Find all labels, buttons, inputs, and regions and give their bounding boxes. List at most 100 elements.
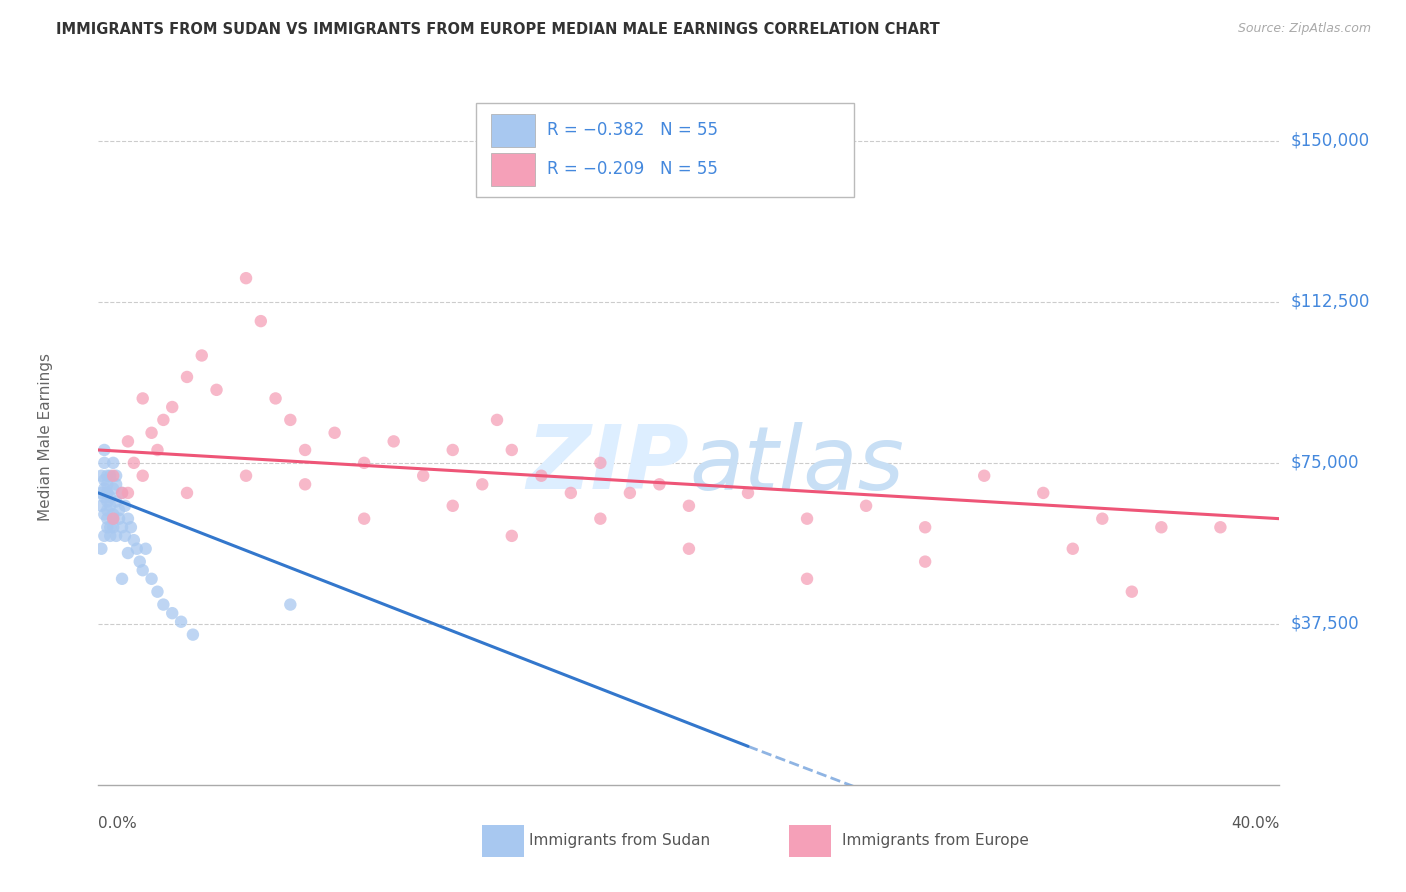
FancyBboxPatch shape [491, 113, 536, 147]
Point [103, 520, 125, 534]
Point [441, 442, 464, 457]
Point [93, 529, 115, 543]
Point [105, 494, 128, 508]
Point [125, 541, 148, 556]
FancyBboxPatch shape [477, 103, 855, 197]
Point [323, 425, 346, 440]
Text: IMMIGRANTS FROM SUDAN VS IMMIGRANTS FROM EUROPE MEDIAN MALE EARNINGS CORRELATION: IMMIGRANTS FROM SUDAN VS IMMIGRANTS FROM… [56, 22, 941, 37]
Text: R = −0.382   N = 55: R = −0.382 N = 55 [547, 120, 718, 138]
Point [619, 486, 641, 500]
Point [96, 486, 118, 500]
Text: R = −0.209   N = 55: R = −0.209 N = 55 [547, 161, 718, 178]
Point [114, 529, 136, 543]
Point [162, 606, 183, 620]
Point [264, 392, 287, 406]
Point [111, 486, 134, 500]
Text: Immigrants from Sudan: Immigrants from Sudan [530, 833, 710, 848]
Point [117, 434, 139, 449]
Text: 40.0%: 40.0% [1232, 815, 1279, 830]
Point [914, 520, 936, 534]
Point [235, 271, 257, 285]
Point [117, 546, 139, 560]
Text: $150,000: $150,000 [1291, 132, 1369, 150]
Point [111, 486, 134, 500]
Point [103, 468, 125, 483]
Point [103, 511, 125, 525]
Point [96, 477, 118, 491]
Point [294, 477, 316, 491]
Point [93, 442, 115, 457]
Text: Immigrants from Europe: Immigrants from Europe [842, 833, 1029, 848]
Point [162, 400, 183, 414]
Point [855, 499, 877, 513]
Text: Median Male Earnings: Median Male Earnings [38, 353, 53, 521]
Point [105, 477, 128, 491]
Point [96, 520, 118, 534]
Point [796, 572, 818, 586]
Point [501, 529, 523, 543]
Point [589, 511, 612, 525]
Point [353, 511, 375, 525]
Point [111, 572, 134, 586]
Point [235, 468, 257, 483]
Point [117, 486, 139, 500]
Point [181, 627, 204, 641]
Point [90, 486, 112, 500]
Point [737, 486, 759, 500]
Point [128, 555, 150, 569]
Point [1121, 584, 1143, 599]
Point [471, 477, 494, 491]
Point [135, 541, 157, 556]
Point [176, 370, 198, 384]
Point [353, 456, 375, 470]
Text: $112,500: $112,500 [1291, 293, 1369, 310]
Point [1209, 520, 1232, 534]
Point [589, 456, 612, 470]
Point [486, 413, 509, 427]
Point [117, 511, 139, 525]
Point [205, 383, 228, 397]
Point [441, 499, 464, 513]
Point [96, 494, 118, 508]
Point [560, 486, 582, 500]
Point [152, 413, 174, 427]
Point [103, 482, 125, 496]
Text: 0.0%: 0.0% [98, 815, 138, 830]
Point [132, 563, 155, 577]
Point [146, 584, 169, 599]
Point [250, 314, 273, 328]
FancyBboxPatch shape [482, 825, 523, 856]
Point [678, 499, 700, 513]
Point [132, 468, 155, 483]
Point [96, 468, 118, 483]
Point [191, 349, 214, 363]
Point [278, 598, 302, 612]
Point [530, 468, 553, 483]
FancyBboxPatch shape [789, 825, 831, 856]
Point [108, 503, 131, 517]
Point [96, 503, 118, 517]
Point [93, 456, 115, 470]
Point [382, 434, 405, 449]
Point [111, 520, 134, 534]
Point [796, 511, 818, 525]
Point [96, 486, 118, 500]
Point [98, 468, 121, 483]
Point [114, 499, 136, 513]
Point [105, 468, 128, 483]
Point [648, 477, 671, 491]
Point [90, 541, 112, 556]
Point [96, 511, 118, 525]
Point [90, 499, 112, 513]
Point [108, 511, 131, 525]
Point [103, 456, 125, 470]
Point [1091, 511, 1114, 525]
Point [152, 598, 174, 612]
Point [122, 456, 145, 470]
Point [93, 490, 115, 504]
Point [412, 468, 434, 483]
Point [93, 473, 115, 487]
Point [132, 392, 155, 406]
Text: $75,000: $75,000 [1291, 454, 1360, 472]
Point [98, 490, 121, 504]
